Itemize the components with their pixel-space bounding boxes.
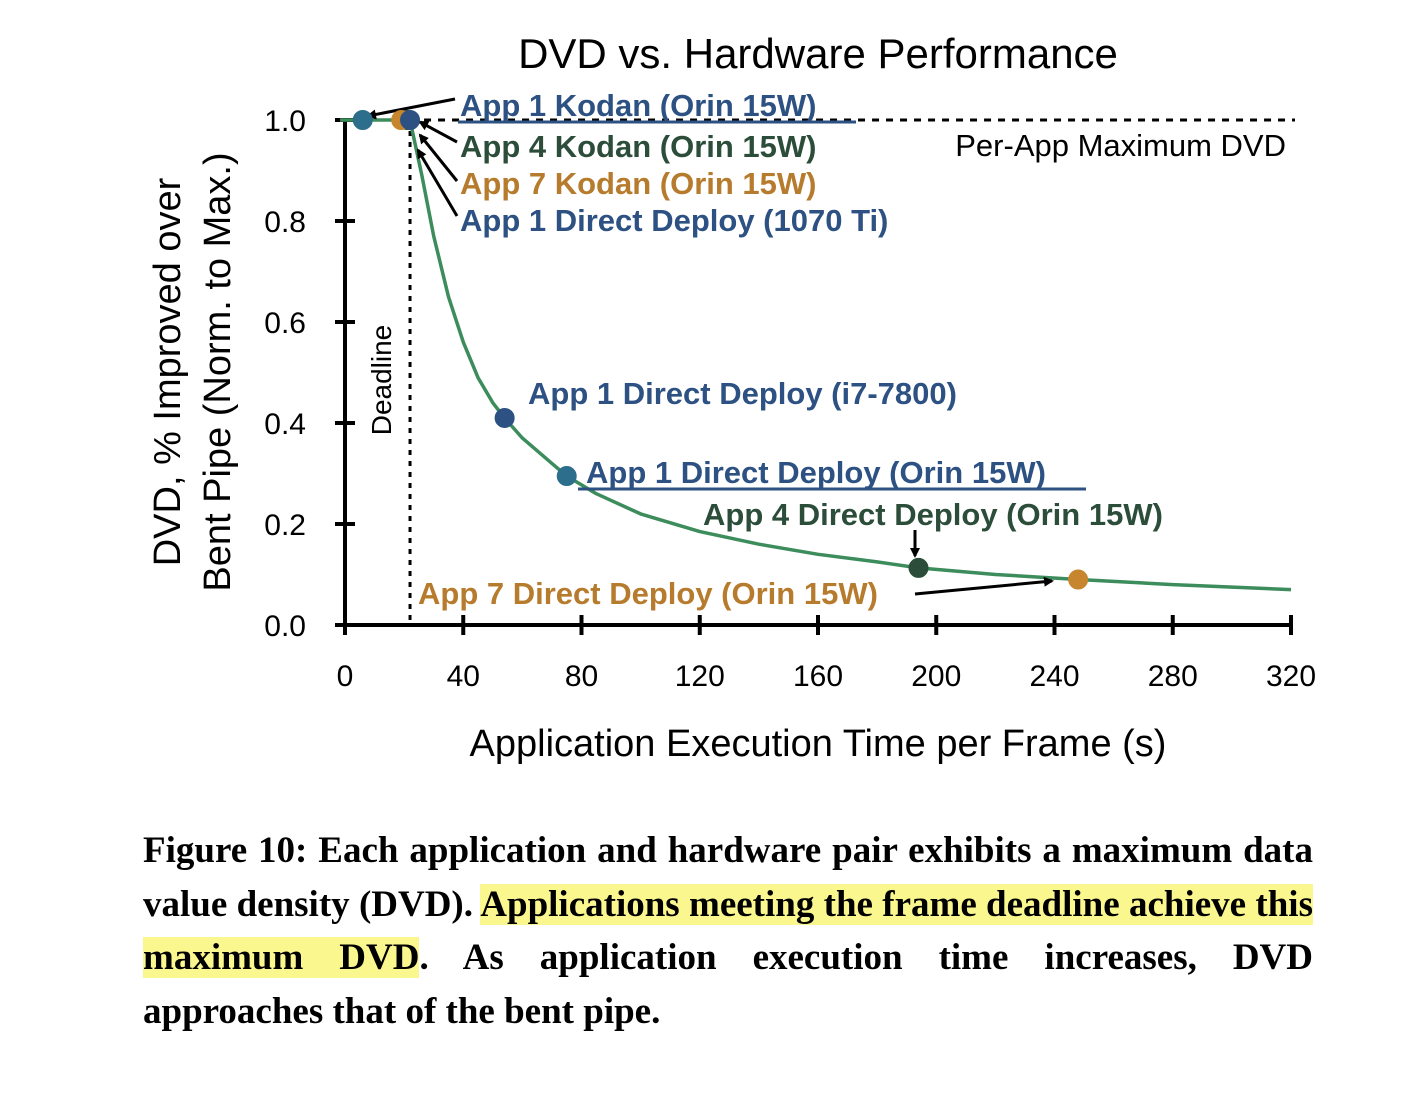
annotation-arrow	[366, 97, 456, 120]
point-label: App 4 Direct Deploy (Orin 15W)	[703, 497, 1163, 532]
point-label: App 4 Kodan (Orin 15W)	[460, 129, 817, 164]
max-dvd-label: Per-App Maximum DVD	[955, 128, 1286, 163]
annotation-arrow	[418, 120, 458, 144]
point-label: App 1 Direct Deploy (Orin 15W)	[586, 455, 1046, 490]
x-tick-label: 0	[337, 660, 354, 693]
y-tick-label: 1.0	[264, 105, 306, 138]
point-label: App 7 Kodan (Orin 15W)	[460, 166, 817, 201]
x-tick-label: 40	[447, 660, 480, 693]
dvd-curve	[408, 119, 1292, 592]
y-tick-label: 0.8	[264, 206, 306, 239]
y-axis-label-line: Bent Pipe (Norm. to Max.)	[197, 152, 239, 591]
x-tick-label: 160	[793, 660, 843, 693]
y-axis-label: DVD, % Improved over Bent Pipe (Norm. to …	[147, 152, 239, 591]
point-labels: App 1 Kodan (Orin 15W) App 4 Kodan (Orin …	[418, 88, 1163, 611]
dvd-chart: DVD vs. Hardware Performance DVD, % Impr…	[147, 30, 1316, 765]
point-label: App 7 Direct Deploy (Orin 15W)	[418, 576, 878, 611]
x-tick-label: 280	[1148, 660, 1198, 693]
y-axis-label-line: DVD, % Improved over	[147, 177, 189, 566]
point-label: App 1 Kodan (Orin 15W)	[460, 88, 817, 123]
y-tick-label: 0.0	[264, 610, 306, 643]
x-tick-label: 200	[911, 660, 961, 693]
reference-lines: Deadline Per-App Maximum DVD	[366, 118, 1295, 625]
point-label: App 1 Direct Deploy (i7-7800)	[528, 376, 957, 411]
data-point	[556, 466, 577, 487]
caption-rest: . As application execution time increase…	[143, 937, 1313, 1032]
x-tick-label: 320	[1266, 660, 1316, 693]
point-label: App 1 Direct Deploy (1070 Ti)	[460, 203, 888, 238]
data-point	[352, 110, 373, 130]
data-point	[400, 110, 421, 130]
data-points	[352, 110, 1089, 590]
data-point	[908, 557, 929, 578]
annotation-arrow	[418, 133, 459, 182]
annotation-arrow	[914, 576, 1054, 596]
x-tick-label: 120	[675, 660, 725, 693]
chart-title: DVD vs. Hardware Performance	[518, 30, 1118, 77]
x-tick-label: 80	[565, 660, 598, 693]
annotation-arrows	[366, 97, 1054, 596]
y-tick-label: 0.4	[264, 408, 306, 441]
data-point	[494, 407, 515, 428]
y-tick-label: 0.6	[264, 307, 306, 340]
x-tick-label: 240	[1029, 660, 1079, 693]
deadline-label: Deadline	[366, 325, 397, 436]
data-point	[1068, 569, 1089, 590]
caption-lead: Figure 10: Each application and hardware…	[143, 830, 1313, 925]
annotation-arrow	[416, 148, 459, 217]
figure-caption: Figure 10: Each application and hardware…	[143, 824, 1313, 1038]
y-tick-label: 0.2	[264, 509, 306, 542]
x-axis-label: Application Execution Time per Frame (s)	[470, 723, 1167, 765]
